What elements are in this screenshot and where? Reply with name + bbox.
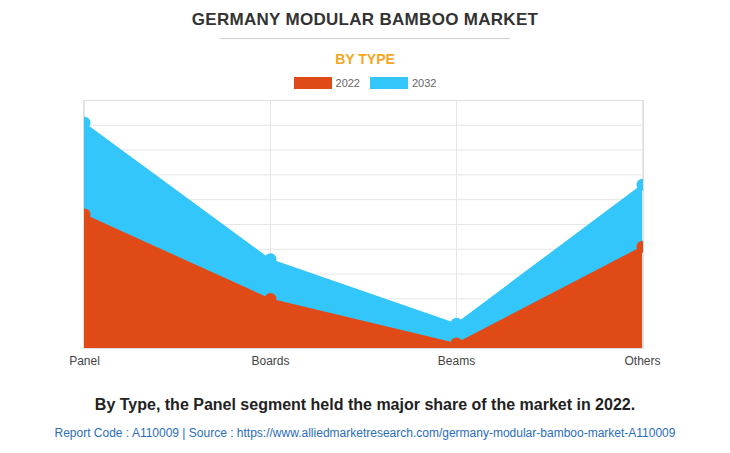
html-text:BY TYPE: BY TYPE (335, 51, 395, 67)
html-text:GERMANY MODULAR BAMBOO MARKET: GERMANY MODULAR BAMBOO MARKET (191, 10, 539, 29)
svg-text:Panel: Panel (69, 354, 100, 368)
svg-text:Boards: Boards (251, 354, 289, 368)
html-text:By Type, the Panel segment hel: By Type, the Panel segment held the majo… (94, 396, 636, 413)
svg-text:Beams: Beams (438, 354, 475, 368)
svg-text:Others: Others (624, 354, 660, 368)
html-text:Report Code : A110009 | Source: Report Code : A110009 | Source : https:/… (54, 426, 676, 440)
html-text:2032: 2032 (412, 77, 437, 89)
html-text:2022: 2022 (335, 77, 360, 89)
